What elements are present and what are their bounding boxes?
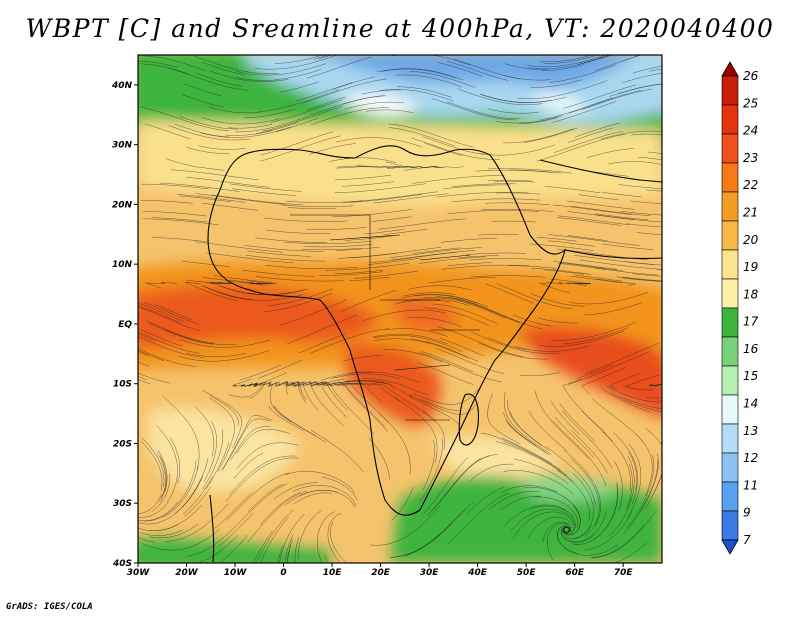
colorbar-segment <box>721 162 739 193</box>
colorbar-segment <box>721 75 739 106</box>
colorbar-segment <box>721 191 739 222</box>
lat-tick-label: 10S <box>113 380 132 390</box>
colorbar-label: 11 <box>743 478 758 492</box>
streamline-paths <box>138 55 662 563</box>
lat-tick-label: 40N <box>111 81 133 91</box>
colorbar-segment <box>721 278 739 309</box>
colorbar-label: 16 <box>743 342 759 356</box>
colorbar-segment <box>721 104 739 135</box>
colorbar-label: 9 <box>743 506 751 520</box>
colorbar: 26 25 24 23 22 21 20 19 18 17 16 15 14 13 12 11 9 7 <box>721 61 759 555</box>
plot-frame <box>137 54 663 564</box>
colorbar-segment <box>721 249 739 280</box>
lon-tick-label: 40E <box>467 568 488 578</box>
colorbar-top-arrow <box>721 61 739 77</box>
lon-tick-label: 20E <box>371 568 391 578</box>
lon-tick-label: 0 <box>280 568 286 578</box>
lat-tick-label: 40S <box>112 559 132 569</box>
colorbar-label: 23 <box>743 151 758 165</box>
lon-tick-label: 30E <box>420 568 440 578</box>
lat-tick-label: 30N <box>112 141 133 151</box>
map-title: WBPT [C] and Sreamline at 400hPa, VT: 20… <box>25 14 775 43</box>
coastlines <box>207 145 662 563</box>
colorbar-label: 13 <box>743 424 758 438</box>
lat-tick-label: 20S <box>113 439 132 449</box>
lon-tick-label: 30W <box>127 568 151 578</box>
colorbar-segment <box>721 365 739 396</box>
colorbar-label: 19 <box>743 260 758 274</box>
lon-tick-label: 10E <box>323 568 343 578</box>
colorbar-label: 14 <box>743 397 758 411</box>
colorbar-segment <box>721 510 739 541</box>
colorbar-label: 21 <box>743 205 758 219</box>
colorbar-segment <box>721 423 739 454</box>
colorbar-bottom-arrow <box>721 539 739 555</box>
lat-tick-label: EQ <box>118 320 132 330</box>
latitude-axis: 40N 30N 20N 10N EQ 10S 20S 30S 40S <box>111 81 138 569</box>
colorbar-segment <box>721 336 739 367</box>
colorbar-label: 24 <box>743 124 758 138</box>
lon-tick-label: 60E <box>565 568 585 578</box>
colorbar-segment <box>721 133 739 164</box>
colorbar-segment <box>721 307 739 338</box>
colorbar-label: 7 <box>743 533 751 547</box>
colorbar-segment <box>721 452 739 483</box>
lon-tick-label: 20W <box>175 568 199 578</box>
streamlines <box>138 55 662 563</box>
footer-credit: GrADS: IGES/COLA <box>6 602 93 612</box>
colorbar-segment <box>721 394 739 425</box>
colorbar-label: 22 <box>743 178 758 192</box>
colorbar-label: 25 <box>743 96 758 110</box>
lat-tick-label: 20N <box>112 200 133 210</box>
colorbar-label: 15 <box>743 369 758 383</box>
colorbar-segment <box>721 481 739 512</box>
lon-tick-label: 10W <box>224 568 248 578</box>
lon-tick-label: 50E <box>517 568 537 578</box>
colorbar-label: 17 <box>743 315 759 329</box>
colorbar-label: 18 <box>743 287 759 301</box>
colorbar-label: 12 <box>743 451 758 465</box>
longitude-axis: 30W 20W 10W 0 10E 20E 30E 40E 50E 60E 70E <box>127 563 634 578</box>
colorbar-segment <box>721 220 739 251</box>
lat-tick-label: 10N <box>112 260 133 270</box>
colorbar-label: 20 <box>743 233 759 247</box>
lat-tick-label: 30S <box>113 499 132 509</box>
lon-tick-label: 70E <box>614 568 634 578</box>
colorbar-label: 26 <box>743 69 759 83</box>
